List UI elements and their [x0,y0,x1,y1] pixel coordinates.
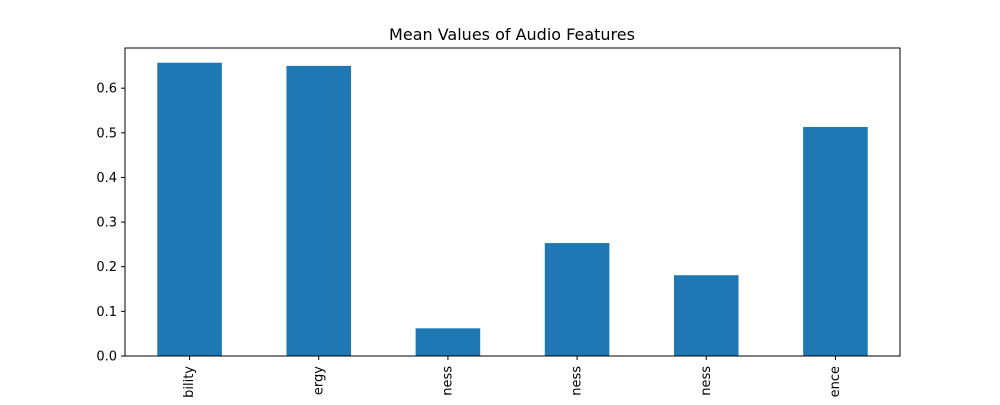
y-axis: 0.0 0.1 0.2 0.3 0.4 0.5 0.6 [96,82,125,365]
y-tick-label-3: 0.3 [96,216,117,231]
bars-layer [157,62,868,357]
y-tick-label-2: 0.2 [96,260,117,275]
x-tick-label-5: ence [828,366,843,397]
bar-3 [544,243,610,356]
x-tick-label-4: ness [699,366,714,396]
x-tick-label-0: bility [182,366,197,398]
y-tick-label-4: 0.4 [96,171,117,186]
x-axis: bility ergy ness ness ness ence [182,356,843,398]
x-tick-label-3: ness [570,366,585,396]
bar-2 [415,328,481,356]
y-tick-label-6: 0.6 [96,82,117,97]
bar-5 [803,127,868,356]
x-tick-label-1: ergy [311,366,326,395]
plot-frame [124,47,901,357]
bar-1 [286,65,352,357]
y-tick-label-5: 0.5 [96,126,117,141]
y-tick-label-1: 0.1 [96,305,117,320]
bar-4 [673,275,739,356]
bar-0 [157,62,222,356]
x-tick-label-2: ness [440,366,455,396]
y-tick-label-0: 0.0 [96,350,117,365]
chart-title: Mean Values of Audio Features [389,25,635,44]
